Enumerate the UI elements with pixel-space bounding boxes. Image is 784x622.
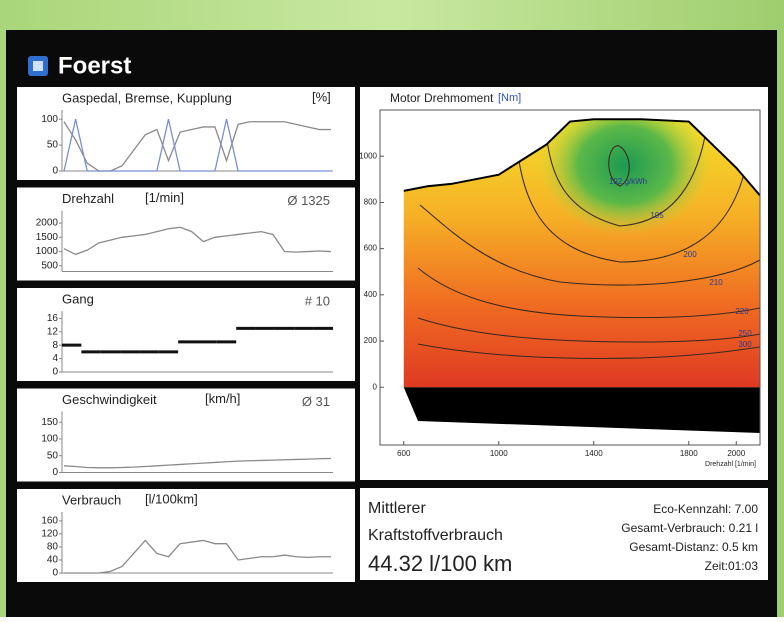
y-tick-label: 100: [41, 114, 58, 125]
chart-title: Motor Drehmoment: [390, 91, 494, 105]
plot-frame: [379, 109, 761, 446]
series-line: [63, 457, 332, 469]
chart-summary: # 10: [305, 293, 330, 308]
contour-label: 192 g/kWh: [609, 177, 647, 186]
contour-label: 250: [738, 329, 752, 338]
y-tick-label: 0: [373, 382, 378, 391]
series-line: [63, 226, 332, 256]
x-tick-label: 600: [397, 449, 411, 458]
chart-panel: [17, 87, 355, 180]
contour-label: 220: [735, 307, 749, 316]
y-tick-label: 0: [52, 367, 58, 378]
below-zero-area: [403, 387, 760, 433]
chart-title: Gaspedal, Bremse, Kupplung: [62, 90, 232, 105]
chart-title: Drehzahl: [62, 191, 114, 206]
contour-line: [514, 119, 746, 263]
y-tick-label: 0: [52, 467, 58, 478]
average-consumption: 44.32 l/100 km: [368, 551, 512, 576]
chart-unit: [Nm]: [498, 92, 521, 104]
chart-unit: [%]: [312, 89, 331, 104]
contour-line: [544, 119, 709, 227]
x-tick-label: 1800: [680, 449, 698, 458]
chart-unit: [l/100km]: [145, 491, 198, 506]
series-line: [63, 119, 331, 172]
summary-heading: Mittlerer: [368, 500, 426, 517]
chart-panel: [17, 288, 355, 381]
contour-line: [419, 204, 760, 286]
logo-icon-inner: [33, 61, 43, 71]
stat: Eco-Kennzahl: 7.00: [653, 502, 758, 516]
y-tick-label: 600: [364, 244, 378, 253]
chart-summary: Ø 1325: [287, 193, 330, 208]
y-tick-label: 160: [41, 516, 58, 527]
chart-summary: Ø 31: [302, 394, 330, 409]
contour-label: 200: [683, 250, 697, 259]
chart-unit: [1/min]: [145, 190, 184, 205]
chart-title: Verbrauch: [62, 492, 121, 507]
contour-line: [417, 317, 760, 343]
y-tick-label: 4: [52, 353, 58, 364]
y-tick-label: 1000: [36, 246, 59, 257]
y-tick-label: 500: [41, 260, 58, 271]
chart-unit: [km/h]: [205, 391, 240, 406]
stat: Zeit:01:03: [705, 559, 759, 573]
y-tick-label: 1000: [359, 151, 377, 160]
y-tick-label: 800: [364, 198, 378, 207]
stat: Gesamt-Verbrauch: 0.21 l: [621, 521, 758, 535]
contour-line: [417, 267, 760, 319]
y-tick-label: 150: [41, 417, 58, 428]
summary-panel: [360, 488, 768, 580]
x-axis-label: Drehzahl [1/min]: [705, 461, 756, 468]
y-tick-label: 400: [364, 290, 378, 299]
contour-label: 210: [709, 278, 723, 287]
x-tick-label: 1400: [585, 449, 603, 458]
y-tick-label: 120: [41, 529, 58, 540]
y-tick-label: 80: [47, 542, 59, 553]
y-tick-label: 50: [47, 140, 59, 151]
x-tick-label: 2000: [727, 449, 745, 458]
app-title: Foerst: [58, 52, 131, 79]
y-tick-label: 16: [47, 313, 59, 324]
contour-line: [608, 145, 630, 187]
contour-line: [417, 343, 760, 360]
y-tick-label: 0: [52, 166, 58, 177]
contour-label: 195: [650, 211, 664, 220]
efficiency-center: [540, 119, 710, 235]
chart-panel: [17, 489, 355, 582]
x-tick-label: 1000: [490, 449, 508, 458]
full-load-curve: [403, 118, 761, 197]
contour-label: 300: [738, 340, 752, 349]
chart-panel: [17, 187, 355, 281]
y-tick-label: 50: [47, 450, 59, 461]
y-tick-label: 200: [364, 336, 378, 345]
y-tick-label: 40: [47, 555, 59, 566]
y-tick-label: 8: [52, 340, 58, 351]
contour-lines: [417, 119, 760, 360]
chart-title: Gang: [62, 291, 94, 306]
y-tick-label: 100: [41, 434, 58, 445]
series-line: [64, 539, 331, 574]
y-tick-label: 12: [47, 326, 59, 337]
summary-heading: Kraftstoffverbrauch: [368, 527, 503, 544]
y-tick-label: 2000: [36, 218, 59, 229]
y-tick-label: 0: [52, 568, 58, 579]
y-tick-label: 1500: [36, 232, 59, 243]
chart-title: Geschwindigkeit: [62, 392, 157, 407]
stat: Gesamt-Distanz: 0.5 km: [629, 540, 758, 554]
